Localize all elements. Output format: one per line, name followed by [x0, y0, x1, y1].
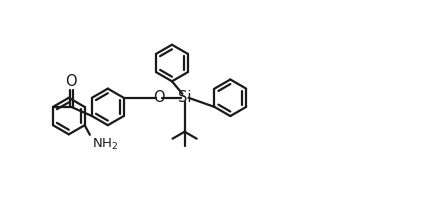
Text: O: O: [153, 90, 164, 105]
Text: Si: Si: [178, 90, 191, 105]
Text: NH$_2$: NH$_2$: [92, 137, 118, 152]
Text: O: O: [65, 74, 77, 89]
